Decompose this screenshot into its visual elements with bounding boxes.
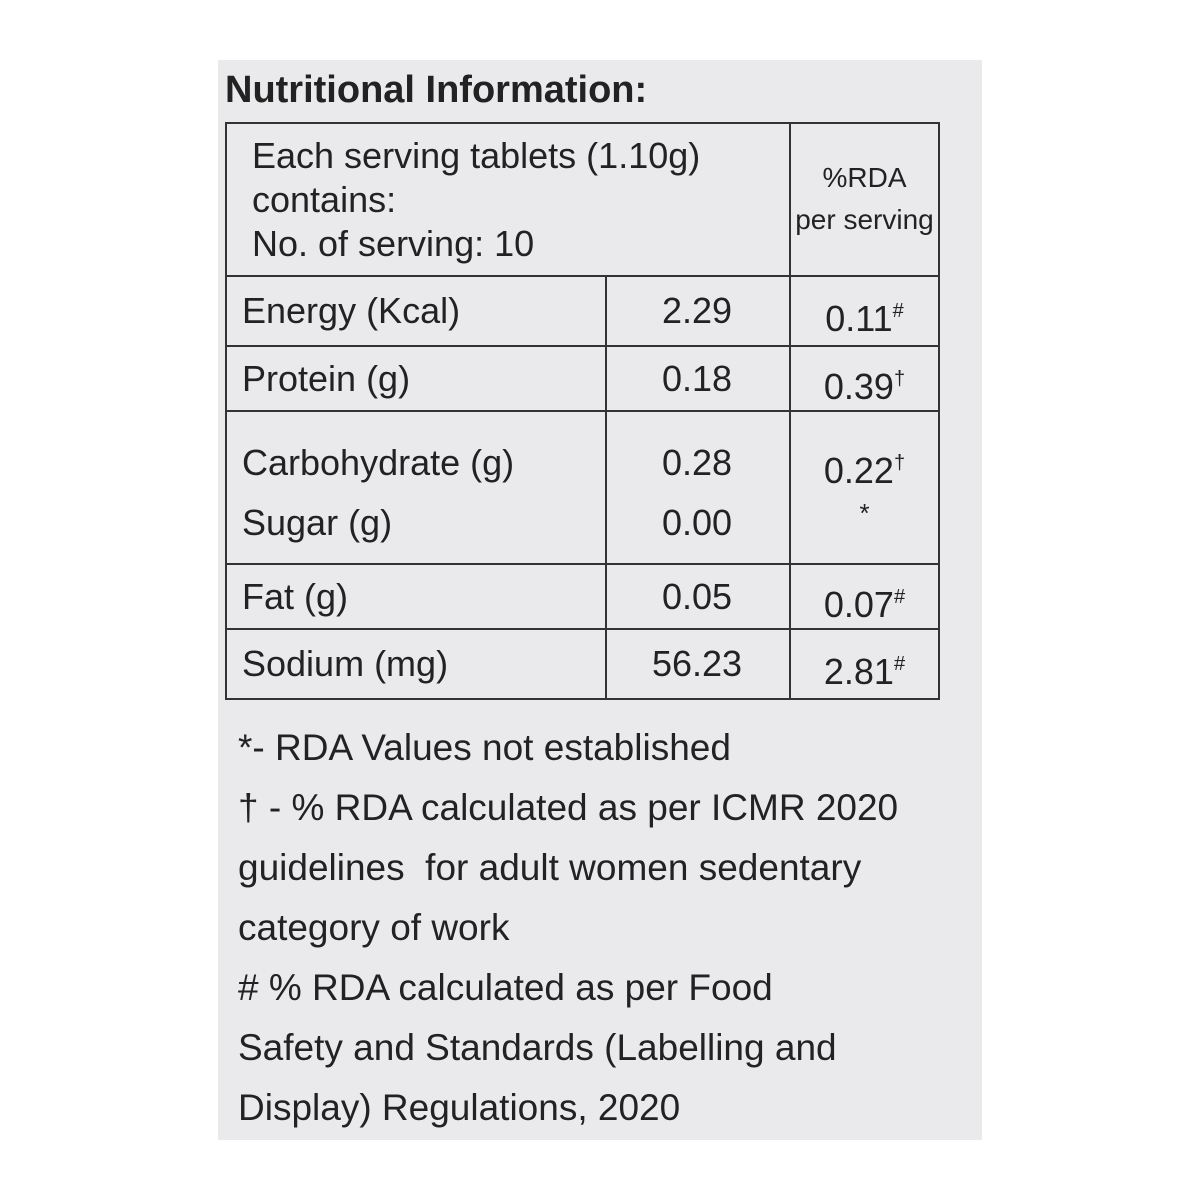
nutrient-rda: 0.07#	[823, 583, 906, 625]
nutrient-rda: 0.11#	[825, 298, 904, 339]
rda-cell	[789, 628, 940, 700]
footnote-mark: #	[892, 300, 904, 322]
note-line: category of work	[238, 907, 510, 948]
note-line: *- RDA Values not established	[238, 727, 731, 768]
serving-text: Each serving tablets (1.10g)	[252, 135, 701, 176]
footnote-mark: #	[893, 653, 906, 675]
nutrient-rda: 0.22†	[823, 450, 906, 491]
footnote-mark: †	[893, 367, 906, 390]
nutrient-name: Energy (Kcal)	[242, 290, 461, 331]
nutrient-name: Sugar (g)	[242, 502, 393, 543]
nutrient-value: 0.18	[661, 357, 733, 399]
footnote-mark: †	[893, 452, 906, 474]
label-photo	[218, 60, 982, 1140]
title: Nutritional Information:	[225, 69, 648, 111]
serving-text: No. of serving: 10	[252, 223, 535, 264]
note-line: # % RDA calculated as per Food	[238, 967, 773, 1008]
nutrient-value: 2.29	[661, 290, 733, 331]
nutrient-value: 0.00	[661, 502, 733, 543]
nutrient-rda: 0.39†	[823, 365, 906, 407]
note-line: Safety and Standards (Labelling and	[238, 1027, 837, 1068]
rda-header: per serving	[795, 204, 934, 235]
rda-header: %RDA	[822, 162, 907, 193]
footnote-mark: #	[893, 585, 906, 608]
nutrient-name: Fat (g)	[242, 575, 349, 617]
serving-text: contains:	[252, 179, 397, 220]
nutrient-value: 56.23	[651, 643, 743, 684]
nutrient-name: Protein (g)	[242, 357, 411, 399]
note-line: † - % RDA calculated as per ICMR 2020	[238, 787, 899, 828]
nutrient-rda: 2.81#	[823, 651, 906, 692]
nutrient-name: Sodium (mg)	[242, 643, 449, 684]
nutrient-name: Carbohydrate (g)	[242, 442, 515, 483]
note-line: guidelines for adult women sedentary	[238, 847, 862, 888]
note-line: Display) Regulations, 2020	[238, 1087, 681, 1128]
nutrient-value: 0.05	[661, 575, 733, 617]
nutrient-rda: *	[859, 498, 870, 528]
nutrient-value: 0.28	[661, 442, 733, 483]
